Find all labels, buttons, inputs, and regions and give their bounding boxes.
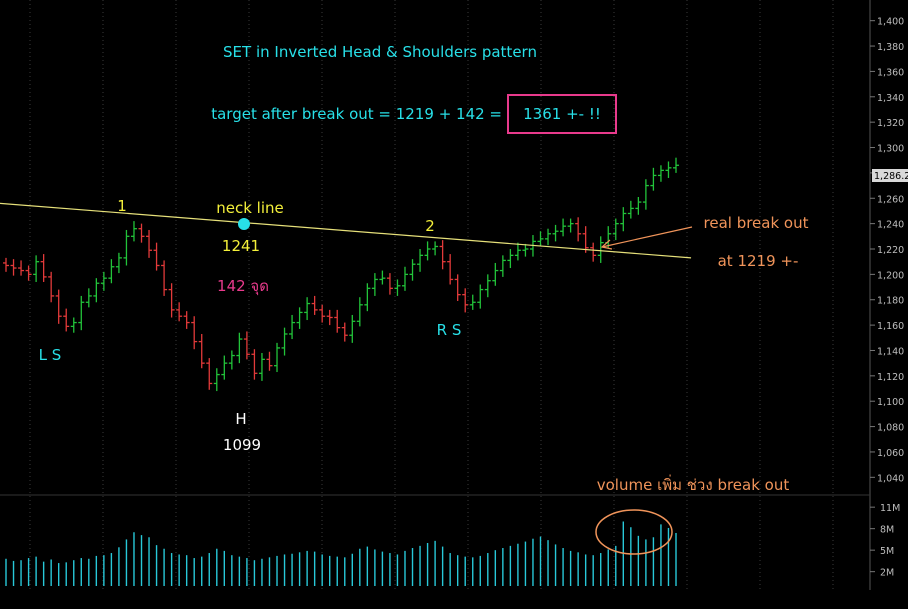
price-tick-label: 1,240 — [877, 220, 904, 231]
price-tick-label: 1,380 — [877, 42, 904, 53]
neckline-value: 1241 — [222, 237, 260, 255]
price-tick-label: 1,180 — [877, 296, 904, 307]
left-shoulder-label: L S — [39, 346, 62, 364]
price-tick-label: 1,400 — [877, 17, 904, 28]
volume-note: volume เพิ่ม ช่วง break out — [597, 474, 790, 494]
volume-tick-label: 5M — [880, 546, 894, 557]
price-axis: 1,4001,3801,3601,3401,3201,3001,2801,260… — [870, 17, 904, 484]
neckline — [0, 202, 692, 259]
depth-label: 142 จุด — [217, 277, 269, 296]
price-tick-label: 1,060 — [877, 448, 904, 459]
price-tick-label: 1,220 — [877, 245, 904, 256]
right-shoulder-label: R S — [437, 321, 462, 339]
chart-title: SET in Inverted Head & Shoulders pattern — [223, 43, 537, 61]
price-tick-label: 1,260 — [877, 194, 904, 205]
peak-1-label: 1 — [117, 197, 127, 215]
target-value: 1361 +- !! — [523, 105, 601, 123]
breakout-arrow — [601, 226, 693, 248]
peak-2-label: 2 — [425, 217, 435, 235]
grid — [29, 0, 834, 590]
breakout-arrowhead — [600, 239, 613, 250]
last-price-tag: 1,286.2 — [872, 169, 908, 182]
price-tick-label: 1,160 — [877, 321, 904, 332]
neckline-marker — [238, 218, 250, 230]
volume-tick-label: 2M — [880, 568, 894, 579]
volume-tick-label: 8M — [880, 525, 894, 536]
volume-axis: 11M 8M 5M 2M — [870, 503, 900, 579]
head-value: 1099 — [223, 436, 261, 454]
price-tick-label: 1,360 — [877, 67, 904, 78]
volume-tick-label: 11M — [880, 503, 900, 514]
price-tick-label: 1,340 — [877, 93, 904, 104]
volume-bars — [5, 521, 677, 586]
price-tick-label: 1,200 — [877, 270, 904, 281]
price-tick-label: 1,100 — [877, 397, 904, 408]
price-tick-label: 1,080 — [877, 423, 904, 434]
price-tick-label: 1,120 — [877, 372, 904, 383]
target-box — [507, 94, 617, 134]
breakout-value: at 1219 +- — [718, 252, 799, 270]
price-tick-label: 1,140 — [877, 346, 904, 357]
price-tick-label: 1,040 — [877, 473, 904, 484]
last-price-label: 1,286.2 — [874, 171, 908, 182]
target-text: target after break out = 1219 + 142 = — [211, 105, 502, 123]
price-tick-label: 1,320 — [877, 118, 904, 129]
neckline-label: neck line — [216, 199, 284, 217]
price-tick-label: 1,300 — [877, 144, 904, 155]
breakout-label: real break out — [704, 214, 809, 232]
volume-highlight-circle — [595, 509, 673, 555]
head-label: H — [235, 410, 246, 428]
price-bars — [3, 157, 679, 392]
